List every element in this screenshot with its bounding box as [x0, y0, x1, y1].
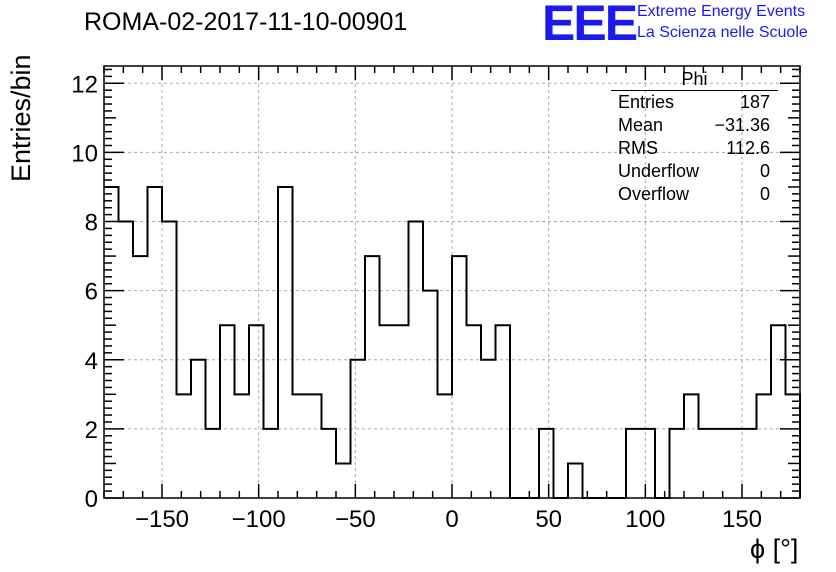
x-tick-label: 150 — [722, 506, 762, 533]
y-tick-label: 8 — [85, 210, 98, 237]
stats-label: Mean — [618, 115, 664, 135]
x-tick-label: −100 — [232, 506, 286, 533]
x-tick-label: −150 — [135, 506, 189, 533]
x-axis-label: ϕ [°] — [750, 534, 799, 564]
y-tick-label: 12 — [71, 71, 98, 98]
stats-title: Phi — [611, 68, 778, 91]
x-tick-label: 100 — [625, 506, 665, 533]
stats-label: Underflow — [618, 161, 700, 181]
x-tick-label: −50 — [335, 506, 376, 533]
stats-value: 0 — [759, 161, 770, 181]
stats-row-rms: RMS 112.6 — [611, 137, 778, 160]
x-tick-label: 50 — [535, 506, 562, 533]
y-tick-label: 2 — [85, 417, 98, 444]
stats-value: −31.36 — [714, 115, 770, 135]
y-tick-label: 0 — [85, 486, 98, 513]
stats-row-overflow: Overflow 0 — [611, 183, 778, 206]
stats-box: Phi Entries 187 Mean −31.36 RMS 112.6 Un… — [611, 68, 778, 206]
stats-value: 187 — [739, 92, 770, 112]
y-axis-label: Entries/bin — [6, 54, 36, 182]
stats-row-entries: Entries 187 — [611, 91, 778, 114]
tick-labels: −150 −100 −50 0 50 100 150 0 2 4 6 8 10 12 — [71, 71, 762, 533]
eee-logo: EEE — [542, 0, 638, 51]
plot-frame — [103, 65, 801, 499]
y-tick-label: 4 — [85, 348, 98, 375]
stats-row-underflow: Underflow 0 — [611, 160, 778, 183]
plot-title: ROMA-02-2017-11-10-00901 — [84, 8, 408, 36]
logo-caption-line1: Extreme Energy Events — [637, 3, 806, 20]
x-tick-label: 0 — [445, 506, 458, 533]
logo-caption-line2: La Scienza nelle Scuole — [637, 24, 808, 41]
stats-label: RMS — [618, 138, 658, 158]
y-tick-label: 10 — [71, 140, 98, 167]
stats-value: 0 — [759, 184, 770, 204]
stats-label: Entries — [618, 92, 675, 112]
stats-row-mean: Mean −31.36 — [611, 114, 778, 137]
histogram-step-line — [104, 185, 801, 499]
stats-label: Overflow — [618, 184, 690, 204]
y-tick-label: 6 — [85, 279, 98, 306]
stats-value: 112.6 — [726, 138, 770, 158]
